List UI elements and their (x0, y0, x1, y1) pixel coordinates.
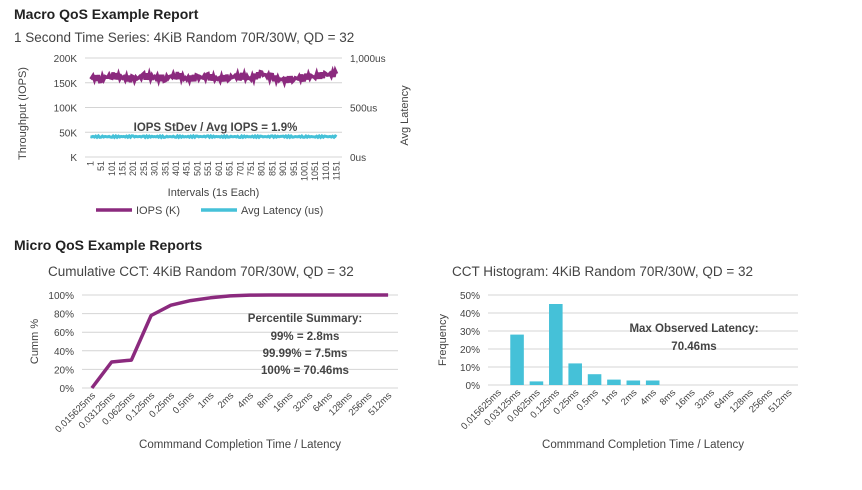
chart1-y-tick: 200K (54, 54, 78, 65)
chart2-annotation-line: 100% = 70.46ms (261, 365, 349, 377)
chart1-y2-tick: 0us (350, 153, 366, 164)
chart1-y2-tick: 1,000us (350, 54, 386, 65)
chart2-y-axis-label: Cumm % (29, 319, 41, 364)
chart1-y-axis-label: Throughput (IOPS) (17, 67, 29, 160)
chart3-x-tick: 4ms (638, 387, 659, 408)
chart3-title: CCT Histogram: 4KiB Random 70R/30W, QD =… (452, 264, 753, 279)
chart2-annotation-line: 99.99% = 7.5ms (263, 348, 348, 360)
chart2-x-tick: 0.5ms (171, 390, 197, 416)
chart2-x-tick: 1ms (196, 390, 217, 411)
chart3-y-axis-label: Frequency (437, 314, 449, 366)
chart1-series-latency (90, 133, 338, 140)
chart2-title: Cumulative CCT: 4KiB Random 70R/30W, QD … (48, 264, 354, 279)
chart2-x-axis-label: Commmand Completion Time / Latency (139, 439, 341, 451)
chart1-x-tick: 1001 (300, 161, 310, 181)
chart2-y-tick: 60% (54, 328, 74, 339)
chart1-x-tick: 1 (85, 161, 95, 166)
chart3-bar-0.0625ms (529, 381, 544, 385)
chart1-x-tick: 251 (139, 161, 149, 176)
chart2-y-tick: 100% (48, 291, 74, 302)
chart2-x-tick: 16ms (271, 390, 295, 414)
chart3-y-tick: 50% (460, 291, 480, 302)
chart1-x-tick: 851 (267, 161, 277, 176)
chart1-x-tick: 1051 (310, 161, 320, 181)
chart3-bar-0.25ms (568, 363, 582, 385)
chart1-x-tick: 801 (257, 161, 267, 176)
macro-heading: Macro QoS Example Report (14, 6, 199, 22)
chart2-annotation-line: 99% = 2.8ms (271, 331, 340, 343)
chart1-x-tick: 751 (246, 161, 256, 176)
chart2-series-line (90, 293, 389, 390)
chart3-annotation-line: 70.46ms (671, 341, 716, 353)
chart1-x-tick: 551 (203, 161, 213, 176)
chart3-x-tick: 1ms (600, 387, 621, 408)
chart1-x-tick: 601 (214, 161, 224, 176)
chart1-x-tick: 501 (192, 161, 202, 176)
chart3-annotation-title: Max Observed Latency: (629, 323, 758, 335)
chart1-x-tick: 101 (107, 161, 117, 176)
chart1-legend-label: Avg Latency (us) (241, 205, 323, 217)
chart3-x-tick: 32ms (693, 387, 717, 411)
chart3-x-axis-label: Commmand Completion Time / Latency (542, 439, 744, 451)
chart1-y-tick: 50K (59, 128, 77, 139)
chart2-x-tick: 2ms (216, 390, 237, 411)
chart1-x-tick: 701 (235, 161, 245, 176)
chart2-x-tick: 4ms (236, 390, 257, 411)
chart1-x-axis-label: Intervals (1s Each) (168, 187, 260, 199)
chart1-y-tick: 100K (54, 104, 78, 115)
chart3-bar-2ms (626, 380, 641, 385)
chart1-y-tick: K (70, 153, 77, 164)
chart2-y-tick: 80% (54, 310, 74, 321)
chart3-bar-1ms (607, 379, 621, 385)
chart3-x-tick: 0.5ms (575, 387, 601, 413)
chart3-y-tick: 0% (466, 381, 481, 392)
chart3-bar-0.5ms (587, 374, 602, 385)
chart2-x-tick: 32ms (291, 390, 315, 414)
chart1-x-tick: 401 (171, 161, 181, 176)
chart3-bar-4ms (645, 380, 660, 385)
chart1-y2-tick: 500us (350, 104, 377, 115)
chart1-y-tick: 150K (54, 79, 78, 90)
chart2-annotation-title: Percentile Summary: (248, 313, 362, 325)
chart1-y2-axis-label: Avg Latency (399, 85, 411, 146)
chart1-x-tick: 201 (128, 161, 138, 176)
chart3-bar-0.125ms (549, 304, 563, 385)
chart1-x-tick: 51 (96, 161, 106, 171)
chart3-x-tick: 2ms (619, 387, 640, 408)
chart1-legend-label: IOPS (K) (136, 205, 180, 217)
chart3-y-tick: 30% (460, 327, 480, 338)
chart2-y-tick: 20% (54, 365, 74, 376)
chart1-x-tick: 351 (160, 161, 170, 176)
chart2-y-tick: 40% (54, 347, 74, 358)
chart1-annotation: IOPS StDev / Avg IOPS = 1.9% (134, 122, 298, 134)
chart3-y-tick: 10% (460, 363, 480, 374)
chart1-x-tick: 301 (150, 161, 160, 176)
chart3-bar-0.03125ms (510, 334, 524, 385)
chart1-title: 1 Second Time Series: 4KiB Random 70R/30… (14, 30, 354, 45)
chart2-y-tick: 0% (60, 384, 75, 395)
chart1-series-iops (89, 65, 339, 89)
chart1-x-tick: 1101 (321, 161, 331, 180)
chart3-y-tick: 40% (460, 309, 480, 320)
chart3-x-tick: 16ms (673, 387, 697, 411)
chart3-y-tick: 20% (460, 345, 480, 356)
chart1-x-tick: 651 (225, 161, 235, 176)
chart1-x-tick: 451 (182, 161, 192, 176)
chart1-x-tick: 951 (289, 161, 299, 176)
micro-heading: Micro QoS Example Reports (14, 237, 203, 253)
chart1-x-tick: 901 (278, 161, 288, 176)
chart1-x-tick: 1151 (332, 161, 342, 180)
chart1-x-tick: 151 (117, 161, 127, 176)
